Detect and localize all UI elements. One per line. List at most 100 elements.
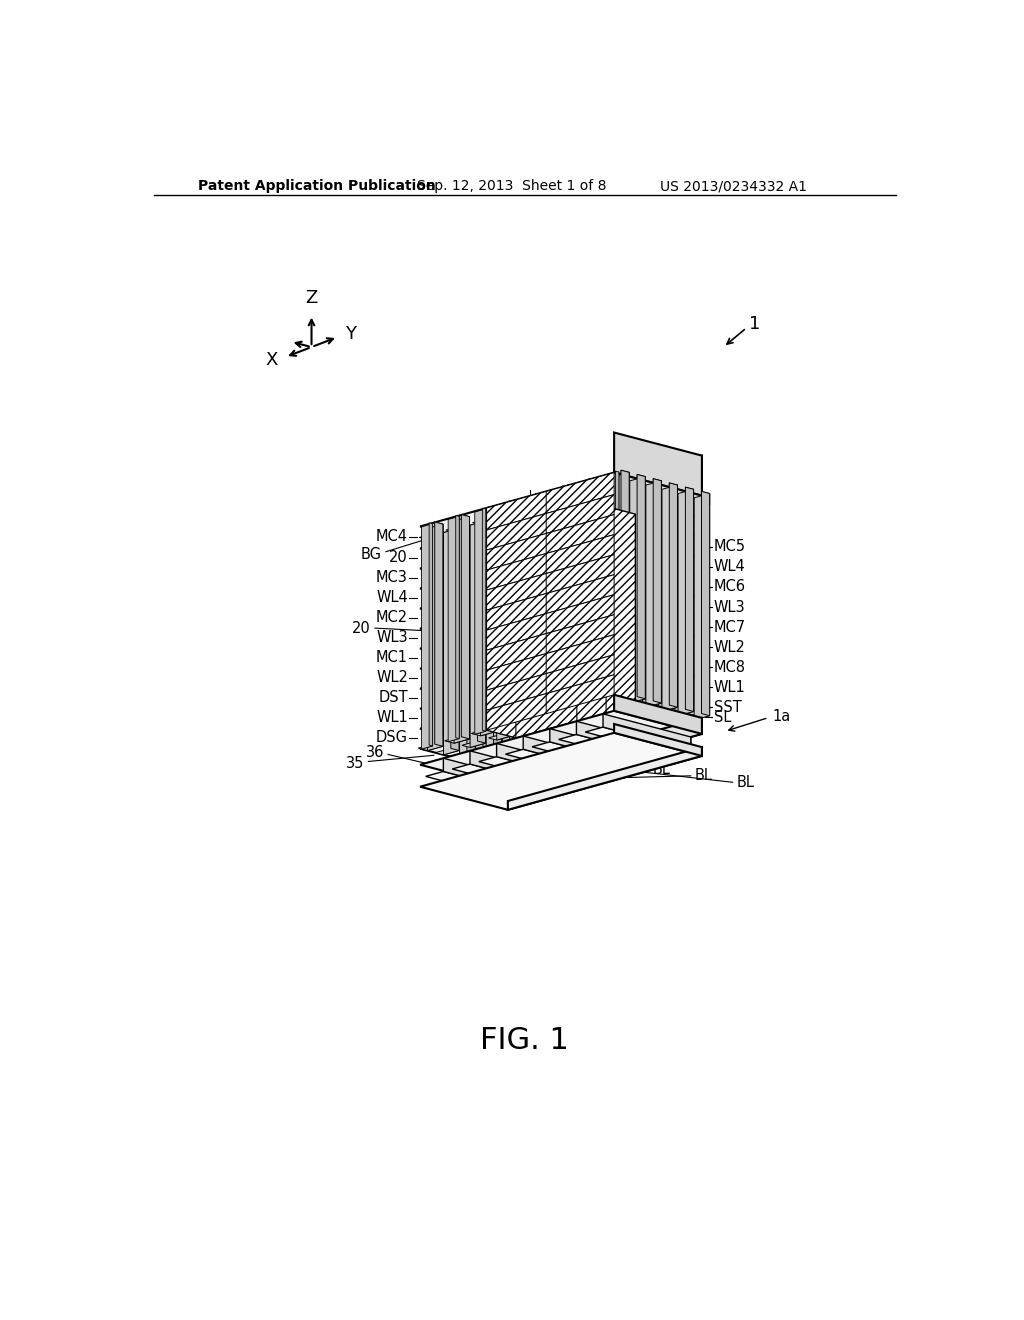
Polygon shape — [419, 533, 443, 540]
Polygon shape — [443, 758, 531, 795]
Polygon shape — [547, 524, 571, 531]
Polygon shape — [567, 484, 575, 709]
Polygon shape — [604, 693, 618, 697]
Polygon shape — [523, 737, 611, 772]
Polygon shape — [420, 554, 701, 632]
Polygon shape — [605, 510, 613, 523]
Polygon shape — [595, 521, 603, 746]
Polygon shape — [573, 500, 582, 515]
Polygon shape — [610, 482, 618, 495]
Polygon shape — [557, 496, 565, 510]
Polygon shape — [486, 553, 548, 590]
Polygon shape — [555, 515, 571, 531]
Polygon shape — [608, 500, 625, 515]
Polygon shape — [573, 516, 598, 523]
Polygon shape — [435, 521, 443, 746]
Polygon shape — [467, 531, 475, 544]
Polygon shape — [486, 491, 548, 531]
Polygon shape — [492, 541, 507, 767]
Polygon shape — [499, 511, 522, 517]
Text: BL: BL — [610, 755, 629, 771]
Polygon shape — [483, 550, 507, 557]
Polygon shape — [475, 510, 485, 734]
Polygon shape — [587, 479, 602, 706]
Polygon shape — [537, 520, 545, 744]
Polygon shape — [577, 721, 665, 758]
Polygon shape — [670, 499, 693, 504]
Polygon shape — [590, 520, 613, 527]
Polygon shape — [503, 529, 518, 545]
Polygon shape — [531, 520, 555, 525]
Polygon shape — [530, 504, 539, 517]
Polygon shape — [426, 771, 531, 800]
Polygon shape — [562, 486, 565, 709]
Polygon shape — [483, 535, 492, 759]
Text: BL: BL — [736, 775, 755, 789]
Polygon shape — [486, 673, 548, 710]
Polygon shape — [486, 614, 548, 651]
Polygon shape — [594, 478, 602, 702]
Polygon shape — [508, 678, 701, 752]
Polygon shape — [420, 710, 701, 788]
Polygon shape — [535, 537, 550, 553]
Polygon shape — [508, 598, 701, 672]
Polygon shape — [563, 512, 571, 525]
Polygon shape — [525, 532, 534, 545]
Polygon shape — [603, 484, 618, 710]
Polygon shape — [641, 508, 656, 524]
Polygon shape — [508, 698, 701, 772]
Polygon shape — [593, 495, 608, 511]
Polygon shape — [550, 729, 638, 766]
Polygon shape — [453, 764, 558, 792]
Polygon shape — [614, 655, 701, 698]
Polygon shape — [483, 762, 507, 767]
Polygon shape — [540, 511, 555, 525]
Text: SST: SST — [714, 700, 741, 714]
Polygon shape — [479, 756, 585, 784]
Polygon shape — [658, 495, 667, 719]
Polygon shape — [633, 517, 656, 524]
Polygon shape — [584, 490, 592, 714]
Polygon shape — [616, 513, 640, 520]
Polygon shape — [420, 574, 701, 652]
Polygon shape — [555, 515, 571, 741]
Polygon shape — [653, 479, 662, 492]
Polygon shape — [470, 521, 485, 536]
Polygon shape — [514, 500, 522, 513]
Polygon shape — [580, 743, 603, 750]
Polygon shape — [420, 615, 701, 692]
Text: MC5: MC5 — [714, 540, 745, 554]
Polygon shape — [467, 531, 475, 755]
Polygon shape — [486, 573, 548, 610]
Polygon shape — [577, 491, 592, 718]
Polygon shape — [443, 528, 459, 544]
Text: BG: BG — [361, 546, 382, 561]
Polygon shape — [595, 704, 618, 710]
Polygon shape — [646, 744, 665, 763]
Polygon shape — [610, 482, 618, 706]
Polygon shape — [508, 618, 701, 692]
Polygon shape — [525, 503, 549, 510]
Polygon shape — [616, 498, 625, 511]
Text: WL3: WL3 — [376, 631, 408, 645]
Polygon shape — [582, 507, 598, 523]
Polygon shape — [673, 737, 691, 755]
Text: MC1: MC1 — [376, 651, 408, 665]
Polygon shape — [534, 495, 549, 721]
Polygon shape — [460, 532, 475, 548]
Polygon shape — [668, 500, 683, 727]
Polygon shape — [571, 519, 587, 535]
Polygon shape — [637, 474, 645, 698]
Polygon shape — [542, 536, 550, 549]
Polygon shape — [462, 515, 470, 739]
Polygon shape — [622, 513, 630, 527]
Polygon shape — [478, 535, 502, 541]
Text: BL: BL — [652, 762, 671, 777]
Polygon shape — [614, 515, 701, 558]
Polygon shape — [495, 539, 518, 545]
Polygon shape — [540, 774, 558, 792]
Polygon shape — [420, 635, 701, 711]
Polygon shape — [605, 510, 613, 734]
Text: WL1: WL1 — [714, 680, 745, 694]
Polygon shape — [420, 473, 701, 549]
